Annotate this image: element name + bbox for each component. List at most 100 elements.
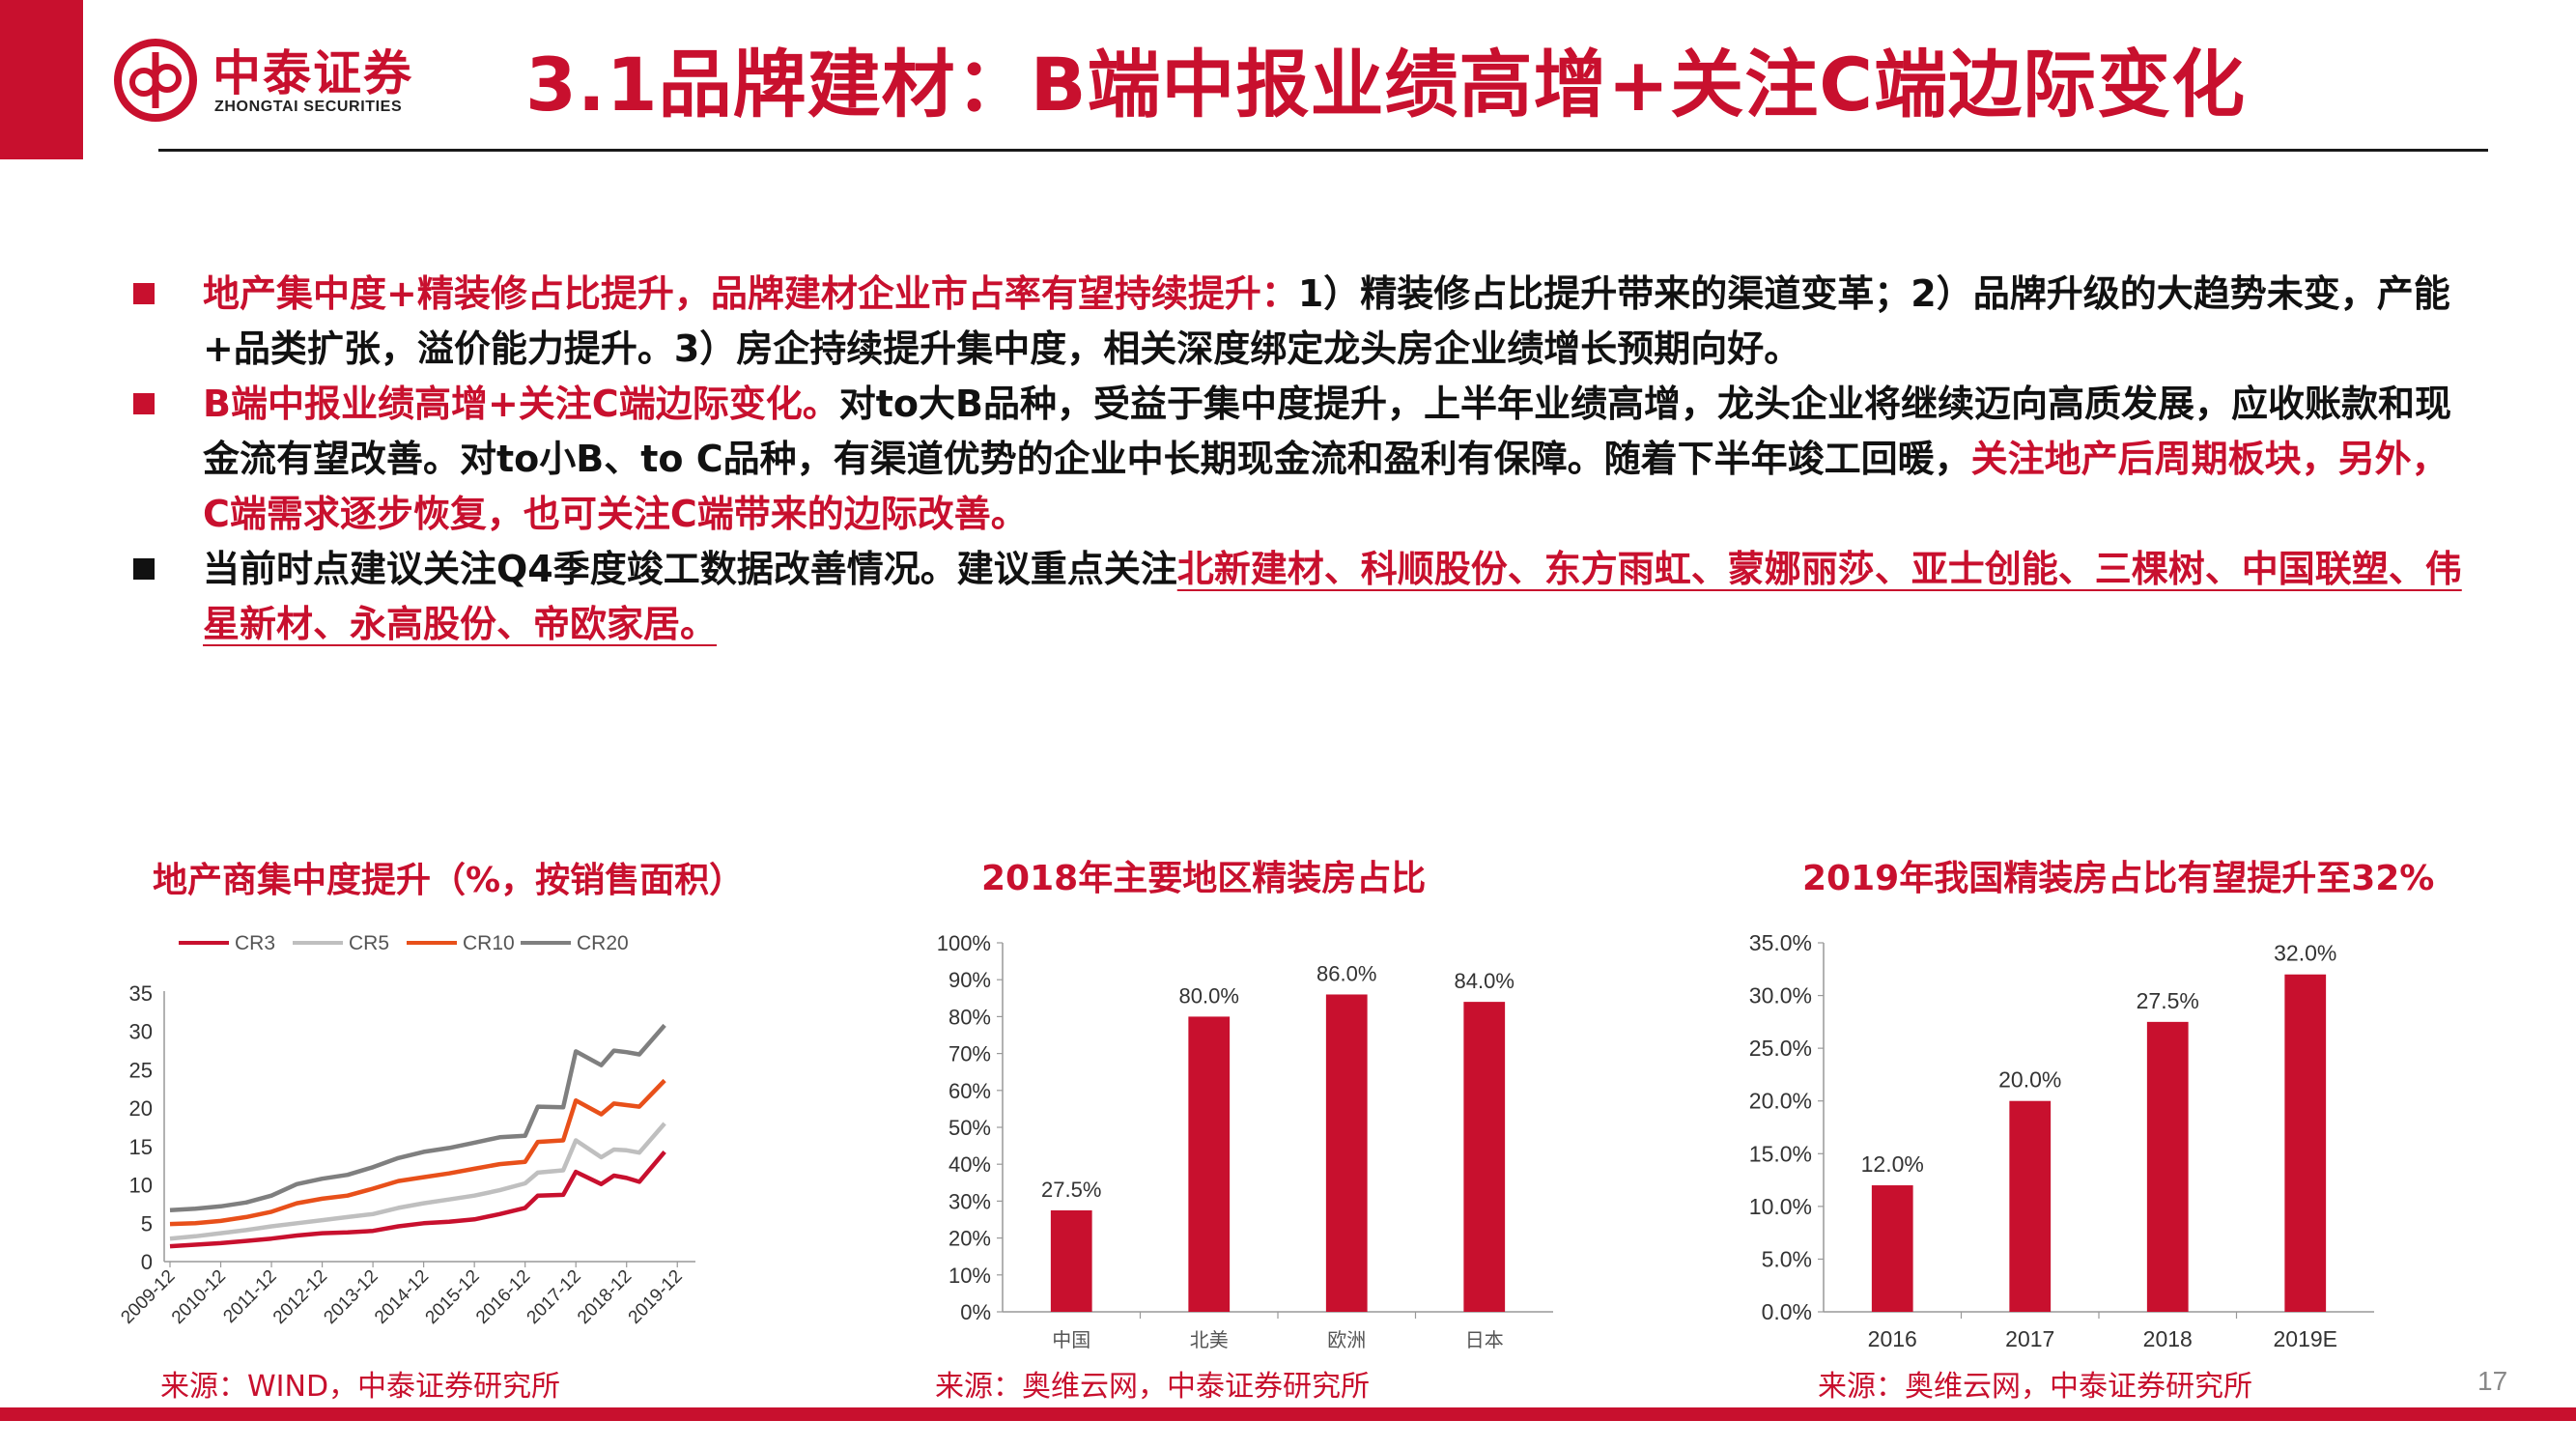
y-tick-label: 80% [948,1005,991,1029]
logo-english-name: ZHONGTAI SECURITIES [214,99,403,115]
y-tick-label: 40% [948,1152,991,1177]
concentration-line-chart: CR3 CR5 CR10 CR20 0 5 10 15 20 25 30 35 2009-122010-… [117,932,695,1328]
data-label: 84.0% [1455,969,1514,993]
y-tick-label: 35 [129,981,153,1006]
y-tick-label: 20 [129,1096,153,1121]
bullet-list: 地产集中度+精装修占比提升，品牌建材企业市占率有望持续提升：1）精装修占比提升带… [133,267,2471,652]
x-tick-label: 2018-12 [574,1266,636,1328]
bar-2 [1188,1016,1231,1312]
legend-label-cr5: CR5 [349,932,389,954]
data-label: 27.5% [1041,1178,1101,1202]
black-square-bullet-icon [133,558,155,580]
chart-3-title: 2019年我国精装房占比有望提升至32% [1802,859,2435,898]
legend-label-cr20: CR20 [577,932,629,954]
y-tick-label: 60% [948,1079,991,1103]
y-tick-label: 25 [129,1058,153,1082]
x-tick-label: 2013-12 [320,1266,382,1328]
y-tick-label: 90% [948,968,991,992]
x-tick-label: 2016-12 [472,1266,534,1328]
category-label: 2017 [2005,1326,2054,1351]
y-tick-label: 50% [948,1116,991,1140]
y-tick-label: 100% [937,931,991,955]
y-tick-label: 35.0% [1749,930,1812,955]
legend-label-cr10: CR10 [463,932,515,954]
category-label: 2018 [2143,1326,2193,1351]
y-tick-label: 0 [141,1250,153,1274]
regional-bar-chart: 0% 10% 20% 30% 40% 50% 60% 70% 80% 90% 100% 27.5% 中国… [937,931,1553,1351]
x-tick-label: 2017-12 [524,1266,585,1328]
x-tick-label: 2011-12 [219,1266,280,1327]
series-line-cr10 [169,1078,666,1227]
y-tick-label: 30.0% [1749,983,1812,1009]
y-tick-label: 70% [948,1042,991,1066]
category-label: 2016 [1868,1326,1917,1351]
bar-3 [1325,994,1368,1312]
bullet-2-highlight: 关注地产后周期板块，另外，C端需求逐步恢复，也可关注C端带来的边际改善。 [203,438,2449,535]
data-label: 86.0% [1316,961,1376,985]
bullet-2-headline: B端中报业绩高增+关注C端边际变化。 [203,383,839,425]
chart-2-source: 来源：奥维云网，中泰证券研究所 [935,1370,1370,1404]
bullet-item-3: 当前时点建议关注Q4季度竣工数据改善情况。建议重点关注北新建材、科顺股份、东方雨… [133,542,2471,652]
x-tick-label: 2010-12 [168,1266,230,1328]
x-tick-label: 2012-12 [269,1266,331,1328]
chart-1-title: 地产商集中度提升（%，按销售面积） [153,861,745,900]
header-accent-tab [0,0,83,159]
data-label: 27.5% [2137,988,2199,1013]
y-tick-label: 10.0% [1749,1194,1812,1219]
recommended-stocks: 北新建材、科顺股份、东方雨虹、蒙娜丽莎、亚士创能、三棵树、中国联塑、伟星新材、永… [203,548,2462,645]
red-square-bullet-icon [133,283,155,304]
title-divider [158,149,2488,152]
company-logo: 中泰证券 ZHONGTAI SECURITIES [114,33,462,129]
bullet-1-body: 1）精装修占比提升带来的渠道变革；2）品牌升级的大趋势未变，产能+品类扩张，溢价… [203,272,2450,370]
red-square-bullet-icon [133,393,155,414]
china-trend-bar-chart: 0.0% 5.0% 10.0% 15.0% 20.0% 25.0% 30.0% 35.0% 12… [1749,930,2374,1351]
bar-3 [2146,1021,2189,1312]
x-tick-label: 2014-12 [371,1266,433,1328]
data-label: 12.0% [1861,1151,1924,1177]
data-label: 80.0% [1179,983,1239,1008]
y-tick-label: 20.0% [1749,1089,1812,1114]
y-tick-label: 10% [948,1264,991,1288]
bullet-1-headline: 地产集中度+精装修占比提升，品牌建材企业市占率有望持续提升： [203,272,1298,315]
footer-accent-bar [0,1407,2576,1421]
category-label: 北美 [1190,1329,1229,1351]
y-tick-label: 20% [948,1227,991,1251]
x-tick-label: 2015-12 [422,1266,484,1328]
bar-1 [1050,1209,1092,1312]
bar-1 [1871,1185,1913,1312]
bullet-item-1: 地产集中度+精装修占比提升，品牌建材企业市占率有望持续提升：1）精装修占比提升带… [133,267,2471,377]
bullet-2-body: 对to大B品种，受益于集中度提升，上半年业绩高增，龙头企业将继续迈向高质发展，应… [203,383,2451,480]
y-tick-label: 15.0% [1749,1141,1812,1166]
zhongtai-logo-icon [114,39,197,122]
chart-1-source: 来源：WIND，中泰证券研究所 [160,1370,561,1404]
chart-2-title: 2018年主要地区精装房占比 [981,859,1427,898]
y-tick-label: 15 [129,1135,153,1159]
y-tick-label: 0.0% [1762,1299,1812,1324]
category-label: 2019E [2273,1326,2337,1351]
series-line-cr3 [169,1150,666,1249]
bar-4 [1463,1002,1506,1312]
category-label: 欧洲 [1327,1329,1366,1351]
y-tick-label: 10 [129,1174,153,1198]
slide-title: 3.1品牌建材：B端中报业绩高增+关注C端边际变化 [525,42,2247,128]
category-label: 日本 [1465,1329,1504,1351]
bar-4 [2284,974,2327,1312]
legend-label-cr3: CR3 [235,932,275,954]
x-tick-label: 2019-12 [625,1266,687,1328]
y-tick-label: 5.0% [1762,1246,1812,1271]
bullet-3-body: 当前时点建议关注Q4季度竣工数据改善情况。建议重点关注 [203,548,1177,590]
bar-2 [2009,1100,2052,1312]
chart-3-source: 来源：奥维云网，中泰证券研究所 [1818,1370,2252,1404]
page-number: 17 [2477,1366,2508,1396]
series-line-cr20 [169,1023,666,1213]
y-tick-label: 0% [960,1300,991,1324]
y-tick-label: 30 [129,1020,153,1044]
category-label: 中国 [1052,1329,1090,1351]
series-line-cr5 [169,1122,666,1241]
y-tick-label: 5 [141,1211,153,1236]
y-tick-label: 30% [948,1189,991,1213]
logo-chinese-name: 中泰证券 [212,45,413,101]
bullet-item-2: B端中报业绩高增+关注C端边际变化。对to大B品种，受益于集中度提升，上半年业绩… [133,377,2471,542]
x-tick-label: 2009-12 [117,1266,179,1328]
data-label: 20.0% [1998,1067,2061,1093]
